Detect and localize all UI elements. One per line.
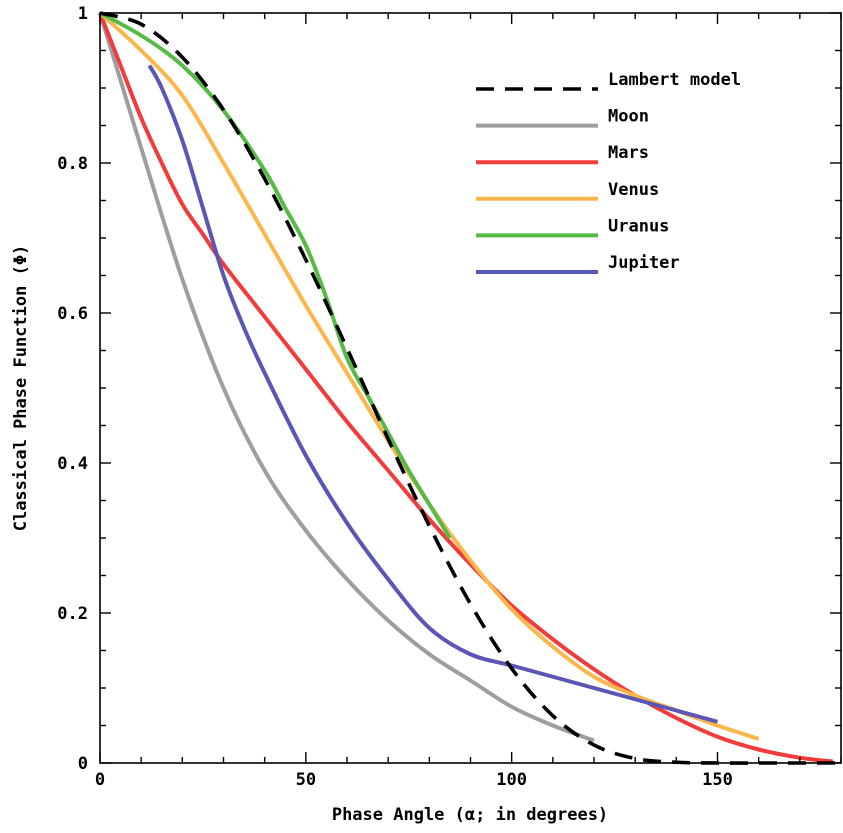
- ticks-layer: 0 50 100 150 0 0.2 0.4 0.6 0.8 1: [57, 4, 842, 790]
- legend-label-moon: Moon: [608, 107, 649, 127]
- y-tick-label: 0.8: [57, 154, 88, 174]
- series-line-uranus: [99, 11, 452, 540]
- legend: Lambert model Moon Mars Venus Uranus Jupiter: [476, 70, 741, 274]
- x-tick-label: 0: [95, 770, 105, 790]
- x-tick-label: 100: [496, 770, 527, 790]
- y-tick-label: 0.4: [57, 454, 88, 474]
- legend-label-jupiter: Jupiter: [608, 253, 680, 273]
- legend-label-mars: Mars: [608, 143, 649, 163]
- x-axis-title: Phase Angle (α; in degrees): [332, 805, 608, 825]
- series-line-moon: [98, 12, 595, 743]
- y-tick-label: 0.6: [57, 304, 88, 324]
- legend-label-venus: Venus: [608, 180, 659, 200]
- x-tick-label: 50: [296, 770, 316, 790]
- y-tick-label: 0.2: [57, 604, 88, 624]
- series-line-lambert-model: [99, 11, 841, 765]
- y-tick-label: 1: [78, 4, 88, 24]
- series-line-mars: [98, 12, 833, 764]
- plot-frame: [99, 12, 842, 764]
- series-layer: [98, 11, 841, 765]
- y-tick-label: 0: [78, 754, 88, 774]
- legend-label-lambert-model: Lambert model: [608, 70, 741, 90]
- series-line-jupiter: [147, 64, 719, 724]
- x-tick-label: 150: [702, 770, 733, 790]
- y-axis-title: Classical Phase Function (Φ): [11, 245, 31, 532]
- legend-label-uranus: Uranus: [608, 216, 669, 236]
